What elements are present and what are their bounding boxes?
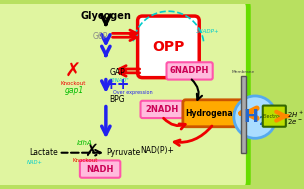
Text: Lactate: Lactate <box>29 148 58 157</box>
Text: Pyruvate: Pyruvate <box>106 148 140 157</box>
Text: ✗: ✗ <box>65 61 81 81</box>
FancyBboxPatch shape <box>183 100 244 127</box>
FancyBboxPatch shape <box>80 160 120 178</box>
Text: ✗: ✗ <box>85 142 98 160</box>
Text: G6P: G6P <box>92 33 108 41</box>
Text: ++: ++ <box>105 77 130 92</box>
FancyBboxPatch shape <box>263 106 286 127</box>
FancyBboxPatch shape <box>140 101 183 118</box>
FancyBboxPatch shape <box>167 62 213 80</box>
Text: Electrode: Electrode <box>263 114 286 119</box>
FancyBboxPatch shape <box>0 0 248 189</box>
Text: Hydrogenase: Hydrogenase <box>185 109 242 118</box>
Text: $2H^+$: $2H^+$ <box>287 109 304 120</box>
Text: Over expression: Over expression <box>113 90 153 95</box>
Bar <box>240 76 246 153</box>
Text: BPG: BPG <box>110 95 125 104</box>
Text: ldhA: ldhA <box>77 140 93 146</box>
Text: gap1: gap1 <box>64 86 84 95</box>
Text: Knockout: Knockout <box>72 158 97 163</box>
Text: OPP: OPP <box>152 40 185 54</box>
Text: $\mathbf{H_2}$: $\mathbf{H_2}$ <box>243 107 268 127</box>
Circle shape <box>234 96 276 138</box>
FancyBboxPatch shape <box>138 16 199 78</box>
Text: NADH: NADH <box>86 165 114 174</box>
Text: NAD+: NAD+ <box>27 160 43 165</box>
Text: GAP: GAP <box>110 68 126 77</box>
Text: Knockout: Knockout <box>60 81 86 86</box>
Text: 6NADPH: 6NADPH <box>170 66 209 75</box>
Text: NAD(P)+: NAD(P)+ <box>140 146 174 155</box>
Text: 2NADH: 2NADH <box>145 105 178 114</box>
Text: Membrane: Membrane <box>232 70 255 74</box>
Text: "2NAD": "2NAD" <box>110 78 129 83</box>
Text: $2e^-$: $2e^-$ <box>287 117 302 126</box>
Text: 3NADP+: 3NADP+ <box>196 29 220 34</box>
Text: Glycogen: Glycogen <box>81 11 131 21</box>
